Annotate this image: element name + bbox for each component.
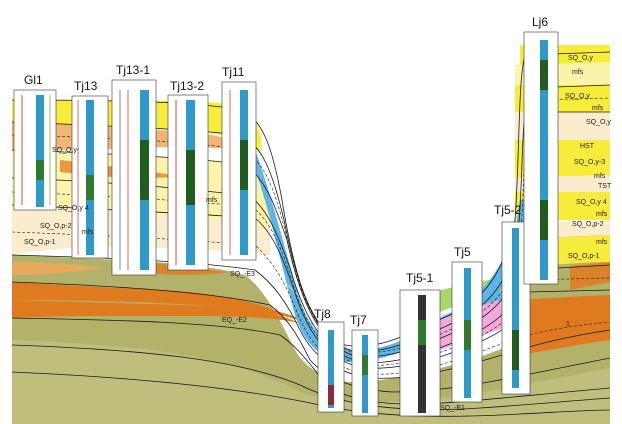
well-column-lj6 bbox=[523, 31, 559, 285]
well-label-tj5: Tj5 bbox=[454, 245, 471, 259]
well-column-tj11 bbox=[221, 81, 257, 261]
well-label-tj13-2: Tj13-2 bbox=[170, 79, 204, 93]
well-label-lj6: Lj6 bbox=[532, 15, 548, 29]
seq-label-sq-oy-4-right: SQ_O,y 4 bbox=[576, 199, 607, 206]
well-label-tj13-1: Tj13-1 bbox=[116, 63, 150, 77]
seq-label-sq-op-2-right: SQ_O,p-2 bbox=[572, 221, 604, 228]
seq-label-mfs-3: mfs bbox=[594, 173, 606, 180]
well-column-tj13-2 bbox=[167, 94, 209, 271]
well-label-tj5-1: Tj5-1 bbox=[406, 271, 434, 285]
well-label-tj8: Tj8 bbox=[314, 307, 331, 321]
well-column-tj7 bbox=[351, 329, 379, 417]
seq-label-mfs-mid: mfs bbox=[206, 197, 218, 204]
well-columns bbox=[13, 31, 559, 417]
seq-label-sq-op-2-left: SQ_O,p-2 bbox=[40, 223, 72, 230]
well-column-tj5-1 bbox=[399, 289, 441, 417]
seq-label-sq-op-1-right: SQ_O,p-1 bbox=[568, 253, 600, 260]
well-column-tj13-1 bbox=[111, 79, 157, 276]
seq-label-mfs-left: mfs bbox=[82, 229, 94, 236]
olive-lower-band bbox=[12, 340, 610, 424]
sequence-labels: SQ_O,y mfs SQ_O,y mfs SQ_O,y HST SQ_O,y-… bbox=[24, 55, 612, 412]
seq-label-mfs-2: mfs bbox=[592, 105, 604, 112]
well-column-tj8 bbox=[317, 321, 345, 413]
seq-label-sq-e2: EQ_-E2 bbox=[222, 317, 247, 324]
seq-label-mfs-1: mfs bbox=[572, 69, 584, 76]
seq-label-sq-oy-4-left: SQ_O,y 4 bbox=[58, 205, 89, 212]
seq-label-hst: HST bbox=[580, 143, 595, 150]
orange-right-wedge bbox=[515, 295, 610, 356]
orange-wedge-left bbox=[12, 282, 315, 325]
orange-wedge-lower bbox=[12, 300, 310, 328]
well-label-tj11: Tj11 bbox=[222, 65, 245, 79]
seq-label-sq-e3: SQ_-E3 bbox=[230, 271, 255, 278]
seq-label-sq-oy-b: SQ_O,y bbox=[565, 93, 590, 100]
orange-right-upper bbox=[570, 262, 610, 290]
well-label-tj13: Tj13 bbox=[74, 79, 98, 93]
seq-label-mfs-5: mfs bbox=[596, 239, 608, 246]
well-labels: Gl1 Tj13 Tj13-1 Tj13-2 Tj11 Tj8 Tj7 Tj5-… bbox=[24, 15, 548, 327]
well-label-gl1: Gl1 bbox=[24, 73, 43, 87]
well-column-tj5 bbox=[451, 261, 483, 403]
well-column-tj13 bbox=[71, 95, 109, 259]
well-column-gl1 bbox=[13, 89, 57, 211]
seq-label-sq-oy-left: SQ_O,y- bbox=[52, 147, 80, 154]
seq-label-sq-oy-c: SQ_O,y bbox=[586, 119, 611, 126]
well-label-tj7: Tj7 bbox=[350, 313, 367, 327]
seq-label-mfs-4: mfs bbox=[596, 211, 608, 218]
seq-label-tst: TST bbox=[598, 183, 612, 190]
seq-label-sq-op-1-left: SQ_O,p-1 bbox=[24, 239, 56, 246]
seq-label-sq-oy: SQ_O,y bbox=[568, 55, 593, 62]
orange-fringe-left bbox=[12, 262, 100, 275]
well-label-tj5-2: Tj5-2 bbox=[494, 203, 522, 217]
seq-label-sq-e1: SQ_-E1 bbox=[440, 405, 465, 412]
seq-label-e1-right: 1 bbox=[566, 321, 570, 328]
seq-label-sq-oy-3: SQ_O,y-3 bbox=[574, 159, 605, 166]
